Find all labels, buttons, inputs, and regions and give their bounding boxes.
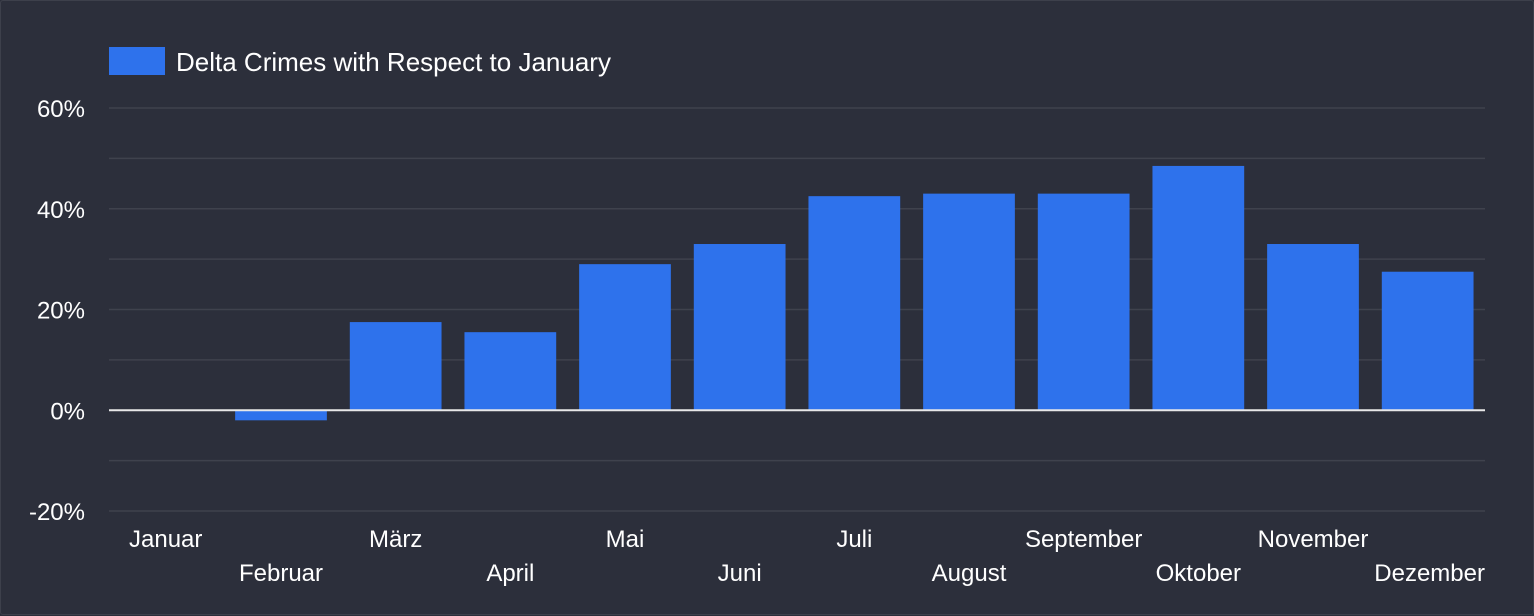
- bar-mai[interactable]: [579, 264, 671, 410]
- x-category-label: Oktober: [1156, 560, 1241, 587]
- x-category-label: November: [1258, 526, 1369, 553]
- x-category-label: Januar: [129, 526, 202, 553]
- x-category-label: Mai: [606, 526, 645, 553]
- legend-swatch: [109, 47, 165, 75]
- bar-april[interactable]: [464, 332, 556, 410]
- y-tick-label: -20%: [29, 499, 85, 526]
- x-category-label: Juni: [718, 560, 762, 587]
- bar-februar[interactable]: [235, 410, 327, 420]
- bar-august[interactable]: [923, 194, 1015, 411]
- y-tick-label: 0%: [50, 398, 85, 425]
- x-category-label: Februar: [239, 560, 323, 587]
- legend-label: Delta Crimes with Respect to January: [176, 47, 611, 77]
- bar-dezember[interactable]: [1382, 272, 1474, 411]
- y-tick-label: 60%: [37, 96, 85, 123]
- legend[interactable]: Delta Crimes with Respect to January: [109, 47, 611, 77]
- x-category-label: August: [932, 560, 1007, 587]
- bar-märz[interactable]: [350, 322, 442, 410]
- y-axis-ticks: -20% 0% 20% 40% 60%: [29, 96, 85, 526]
- bar-juni[interactable]: [694, 244, 786, 410]
- x-category-label: Dezember: [1374, 560, 1485, 587]
- bar-juli[interactable]: [808, 196, 900, 410]
- y-tick-label: 40%: [37, 197, 85, 224]
- bars: [120, 166, 1473, 420]
- x-category-label: Juli: [836, 526, 872, 553]
- y-tick-label: 20%: [37, 298, 85, 325]
- bar-september[interactable]: [1038, 194, 1130, 411]
- bar-november[interactable]: [1267, 244, 1359, 410]
- x-category-label: September: [1025, 526, 1142, 553]
- x-category-label: März: [369, 526, 422, 553]
- x-category-label: April: [486, 560, 534, 587]
- x-axis-categories: Januar Februar März April Mai Juni Juli August S…: [129, 526, 1485, 587]
- bar-oktober[interactable]: [1152, 166, 1244, 410]
